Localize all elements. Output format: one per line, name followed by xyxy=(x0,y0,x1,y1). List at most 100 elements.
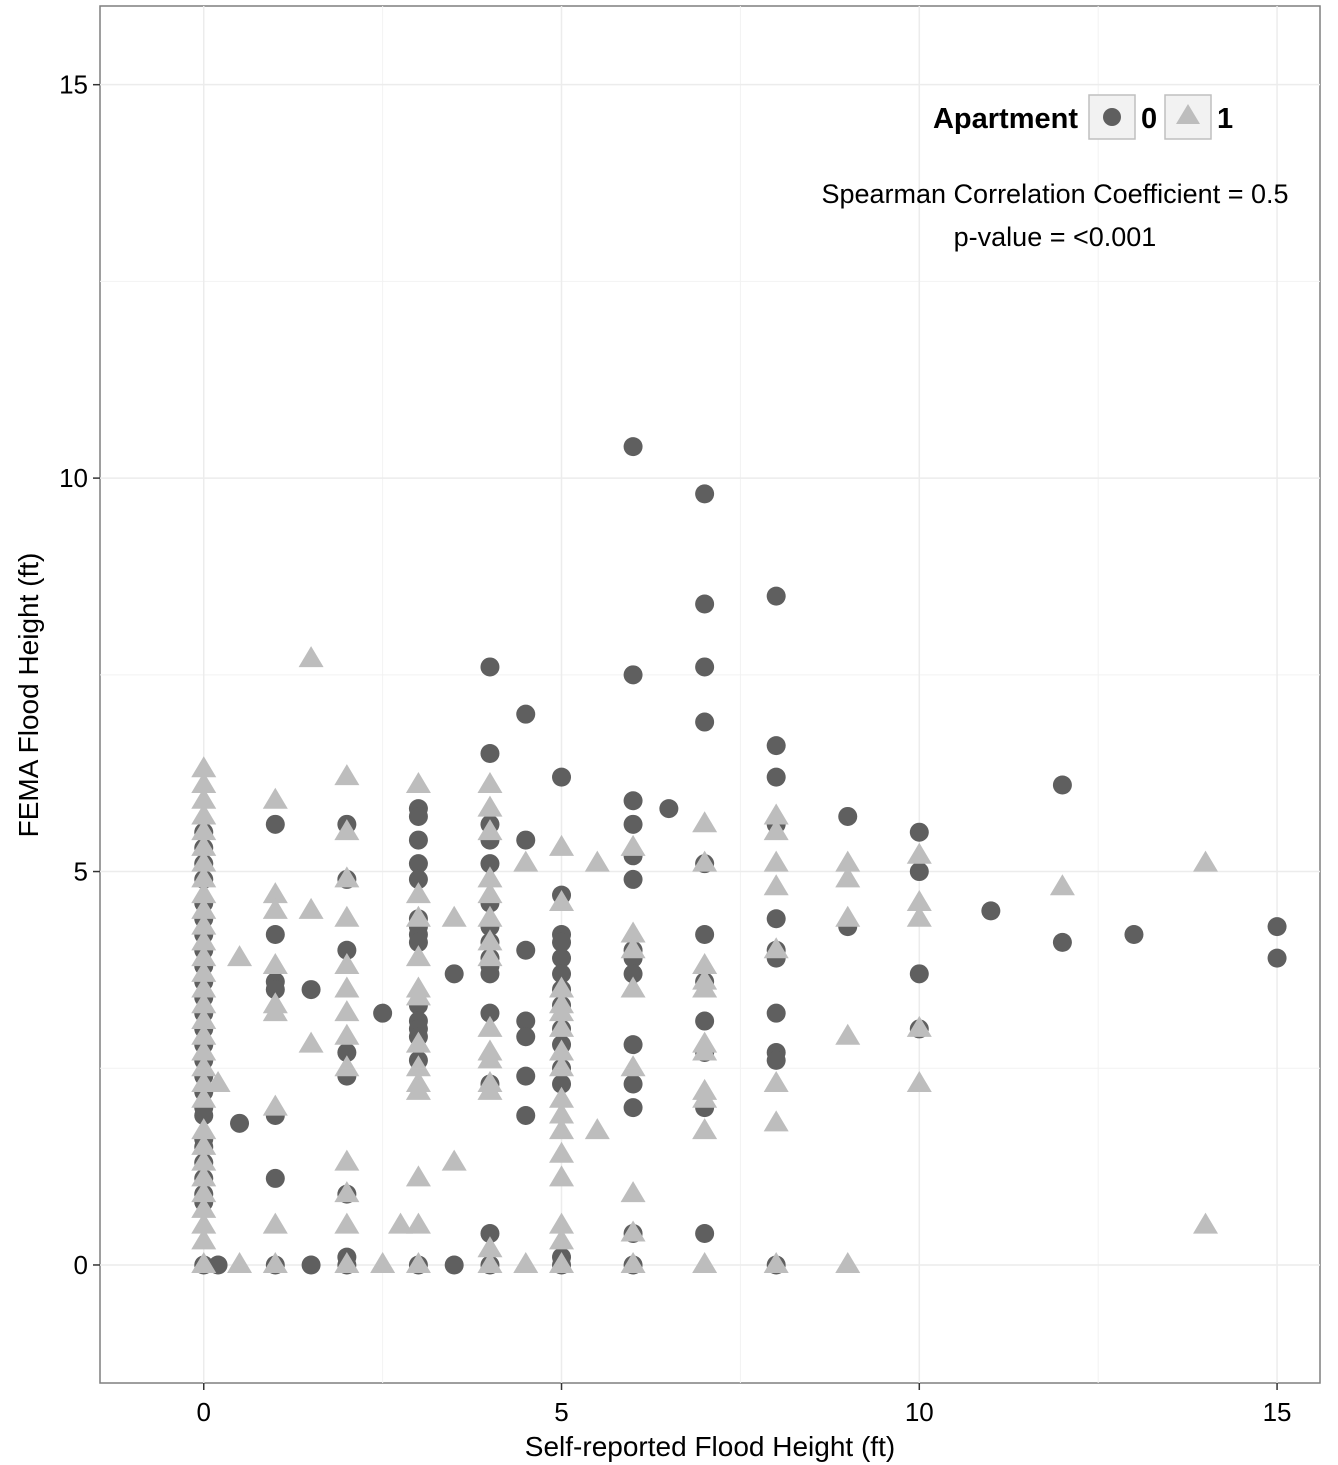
data-point-apartment-0 xyxy=(337,940,357,960)
data-point-apartment-0 xyxy=(480,657,500,677)
data-point-apartment-0 xyxy=(444,964,464,984)
data-point-apartment-1 xyxy=(763,937,789,959)
data-point-apartment-1 xyxy=(405,1212,431,1234)
data-point-apartment-0 xyxy=(623,964,643,984)
data-point-apartment-0 xyxy=(623,814,643,834)
data-point-apartment-1 xyxy=(191,976,217,998)
data-point-apartment-1 xyxy=(191,1196,217,1218)
data-point-apartment-1 xyxy=(835,905,861,927)
data-point-apartment-1 xyxy=(405,945,431,967)
data-point-apartment-1 xyxy=(620,1251,646,1273)
data-point-apartment-1 xyxy=(477,882,503,904)
data-point-apartment-1 xyxy=(763,1251,789,1273)
data-point-apartment-1 xyxy=(334,764,360,786)
data-point-apartment-1 xyxy=(549,1165,575,1187)
data-point-apartment-1 xyxy=(477,929,503,951)
annotation-correlation: Spearman Correlation Coefficient = 0.5 xyxy=(821,179,1288,209)
legend-label-0: 0 xyxy=(1141,103,1157,135)
data-point-apartment-0 xyxy=(408,854,428,874)
data-point-apartment-1 xyxy=(549,1102,575,1124)
plot-panel xyxy=(99,5,1321,1384)
data-point-apartment-0 xyxy=(623,791,643,811)
data-point-apartment-0 xyxy=(909,964,929,984)
data-point-apartment-1 xyxy=(1193,850,1219,872)
data-point-apartment-1 xyxy=(191,1055,217,1077)
data-point-apartment-0 xyxy=(516,704,536,724)
data-point-apartment-0 xyxy=(265,814,285,834)
data-point-apartment-1 xyxy=(620,937,646,959)
data-point-apartment-1 xyxy=(692,1039,718,1061)
data-point-apartment-0 xyxy=(766,909,786,929)
data-point-apartment-0 xyxy=(623,869,643,889)
data-point-apartment-1 xyxy=(191,1228,217,1250)
data-point-apartment-1 xyxy=(262,882,288,904)
data-point-apartment-1 xyxy=(191,1165,217,1187)
data-point-apartment-1 xyxy=(906,1015,932,1037)
data-point-apartment-0 xyxy=(516,940,536,960)
y-axis-label: FEMA Flood Height (ft) xyxy=(13,553,44,838)
legend-circle-icon xyxy=(1103,108,1121,126)
data-point-apartment-1 xyxy=(191,850,217,872)
data-point-apartment-1 xyxy=(549,1015,575,1037)
data-point-apartment-1 xyxy=(477,795,503,817)
data-point-apartment-1 xyxy=(549,834,575,856)
data-point-apartment-0 xyxy=(337,1043,357,1063)
data-point-apartment-0 xyxy=(1124,924,1144,944)
data-point-apartment-1 xyxy=(549,1228,575,1250)
data-point-apartment-0 xyxy=(408,830,428,850)
legend-triangle-icon xyxy=(1176,104,1200,124)
data-point-apartment-1 xyxy=(227,1251,253,1273)
data-point-apartment-0 xyxy=(265,1168,285,1188)
data-point-apartment-1 xyxy=(262,1094,288,1116)
data-point-apartment-0 xyxy=(1267,948,1287,968)
data-point-apartment-1 xyxy=(906,842,932,864)
data-point-apartment-0 xyxy=(766,1003,786,1023)
data-point-apartment-1 xyxy=(191,756,217,778)
data-point-apartment-1 xyxy=(262,1000,288,1022)
data-point-apartment-1 xyxy=(513,850,539,872)
x-tick-label: 15 xyxy=(1263,1397,1292,1427)
data-points xyxy=(191,437,1287,1275)
data-point-apartment-0 xyxy=(695,484,715,504)
data-point-apartment-1 xyxy=(405,1165,431,1187)
data-point-apartment-0 xyxy=(695,1223,715,1243)
data-point-apartment-1 xyxy=(191,1086,217,1108)
data-point-apartment-1 xyxy=(191,866,217,888)
data-point-apartment-1 xyxy=(477,905,503,927)
data-point-apartment-1 xyxy=(906,1070,932,1092)
data-point-apartment-0 xyxy=(552,932,572,952)
data-point-apartment-1 xyxy=(584,850,610,872)
y-tick-label: 15 xyxy=(59,70,88,100)
data-point-apartment-1 xyxy=(191,1212,217,1234)
data-point-apartment-0 xyxy=(480,854,500,874)
data-point-apartment-0 xyxy=(909,862,929,882)
data-point-apartment-1 xyxy=(191,1023,217,1045)
data-point-apartment-1 xyxy=(477,1015,503,1037)
data-point-apartment-0 xyxy=(480,1223,500,1243)
annotation-p-value: p-value = <0.001 xyxy=(954,222,1157,252)
data-point-apartment-0 xyxy=(480,964,500,984)
data-point-apartment-1 xyxy=(692,811,718,833)
data-point-apartment-1 xyxy=(334,1023,360,1045)
data-point-apartment-0 xyxy=(766,586,786,606)
data-point-apartment-1 xyxy=(227,945,253,967)
data-point-apartment-1 xyxy=(584,1118,610,1140)
data-point-apartment-1 xyxy=(692,850,718,872)
data-point-apartment-0 xyxy=(301,1255,321,1275)
data-point-apartment-1 xyxy=(906,889,932,911)
data-point-apartment-1 xyxy=(763,850,789,872)
data-point-apartment-0 xyxy=(695,657,715,677)
data-point-apartment-1 xyxy=(763,803,789,825)
data-point-apartment-1 xyxy=(191,929,217,951)
data-point-apartment-0 xyxy=(623,437,643,457)
data-point-apartment-1 xyxy=(405,1055,431,1077)
data-point-apartment-1 xyxy=(191,913,217,935)
x-tick-label: 10 xyxy=(905,1397,934,1427)
data-point-apartment-0 xyxy=(766,767,786,787)
data-point-apartment-1 xyxy=(692,1251,718,1273)
data-point-apartment-0 xyxy=(1052,932,1072,952)
data-point-apartment-0 xyxy=(552,767,572,787)
data-point-apartment-1 xyxy=(334,905,360,927)
data-point-apartment-1 xyxy=(191,819,217,841)
